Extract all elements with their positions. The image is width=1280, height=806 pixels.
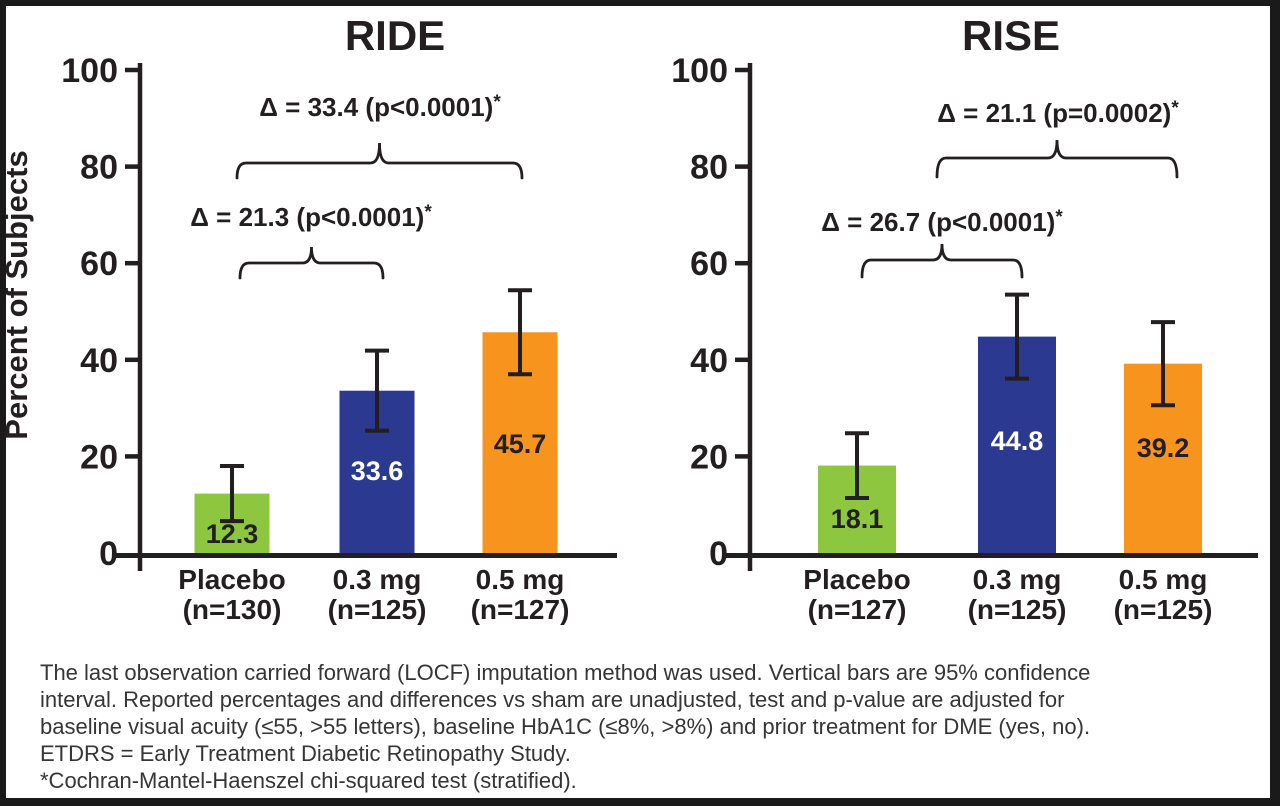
x-category-n-label: (n=125) (328, 594, 427, 625)
footnote-line: ETDRS = Early Treatment Diabetic Retinop… (40, 741, 571, 766)
bar-chart-svg: RIDE Percent of Subjects 0 20 40 60 80 100 12.3 P… (0, 12, 1258, 625)
delta-annotation: Δ = 33.4 (p<0.0001)* (259, 92, 501, 122)
comparison-bracket (860, 243, 1024, 279)
x-category-label: Placebo (803, 564, 910, 595)
x-category-label: 0.3 mg (973, 564, 1062, 595)
x-category-n-label: (n=127) (808, 594, 907, 625)
y-tick-label: 80 (690, 149, 728, 187)
x-category-label: Placebo (178, 564, 285, 595)
comparison-bracket (238, 246, 385, 280)
bar-value-label: 44.8 (991, 426, 1044, 456)
y-tick-label: 20 (80, 438, 118, 476)
bar-value-label: 39.2 (1137, 433, 1190, 463)
y-tick-label: 60 (690, 245, 728, 283)
delta-annotation: Δ = 26.7 (p<0.0001)* (821, 207, 1063, 237)
bar-value-label: 45.7 (494, 429, 547, 459)
y-tick-label: 40 (690, 342, 728, 380)
y-tick-label: 80 (80, 149, 118, 187)
panel-title: RIDE (345, 12, 445, 59)
bar-value-label: 33.6 (351, 456, 404, 486)
y-tick-label: 0 (709, 535, 728, 573)
delta-annotation: Δ = 21.1 (p=0.0002)* (937, 98, 1179, 128)
y-tick-label: 40 (80, 342, 118, 380)
y-tick-label: 100 (61, 52, 118, 90)
delta-annotation: Δ = 21.3 (p<0.0001)* (190, 202, 432, 232)
x-category-label: 0.5 mg (1119, 564, 1208, 595)
y-axis-title: Percent of Subjects (0, 150, 34, 439)
comparison-bracket (235, 142, 524, 180)
x-category-label: 0.5 mg (476, 564, 565, 595)
bar-value-label: 18.1 (831, 504, 884, 534)
x-category-n-label: (n=127) (471, 594, 570, 625)
figure-footnote: The last observation carried forward (LO… (40, 659, 1240, 794)
x-category-n-label: (n=125) (968, 594, 1067, 625)
x-axis-line (113, 553, 617, 558)
footnote-line: *Cochran-Mantel-Haenszel chi-squared tes… (40, 768, 577, 793)
footnote-line: The last observation carried forward (LO… (40, 660, 1091, 685)
x-category-n-label: (n=130) (183, 594, 282, 625)
bar-value-label: 12.3 (206, 519, 259, 549)
y-tick-label: 0 (99, 535, 118, 573)
footnote-line: baseline visual acuity (≤55, >55 letters… (40, 714, 1091, 739)
footnote-line: interval. Reported percentages and diffe… (40, 687, 1065, 712)
x-category-label: 0.3 mg (333, 564, 422, 595)
comparison-bracket (935, 139, 1179, 179)
y-tick-label: 100 (671, 52, 728, 90)
panel-title: RISE (962, 12, 1060, 59)
x-category-n-label: (n=125) (1114, 594, 1213, 625)
y-tick-label: 60 (80, 245, 118, 283)
x-axis-line (723, 553, 1258, 558)
y-tick-label: 20 (690, 438, 728, 476)
